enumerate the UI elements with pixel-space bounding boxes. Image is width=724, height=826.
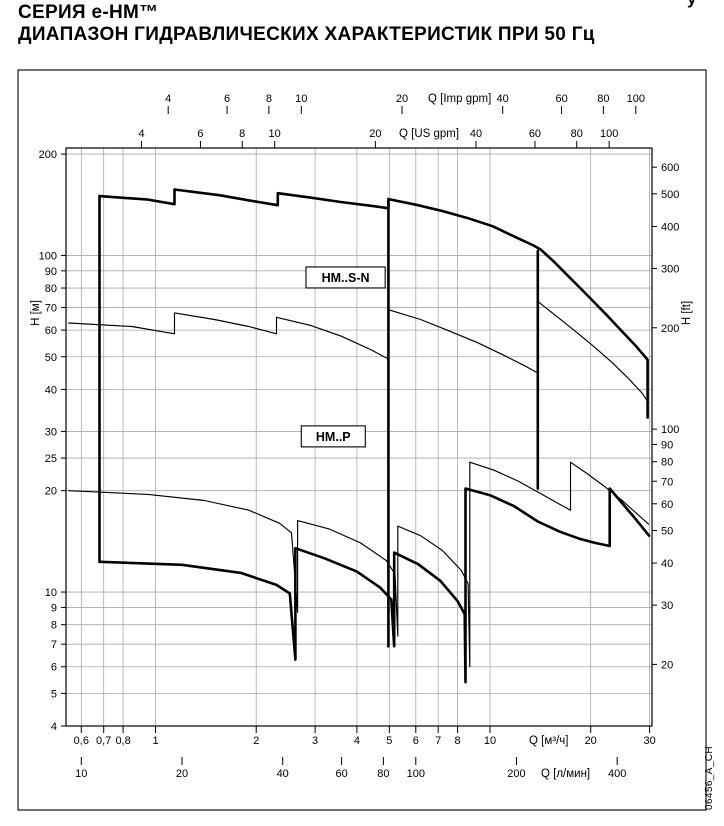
curve-sn-mid-envelope bbox=[68, 312, 389, 360]
m3h-axis-tick-label: 2 bbox=[253, 735, 259, 747]
m3h-axis-tick-label: 3 bbox=[312, 735, 318, 747]
left-axis-tick-label: 7 bbox=[51, 639, 57, 651]
left-axis-tick-label: 20 bbox=[45, 486, 57, 498]
m3h-axis-tick-label: 10 bbox=[484, 735, 496, 747]
right-axis-tick-label: 90 bbox=[661, 440, 673, 452]
usgpm-axis-tick-label: 4 bbox=[138, 128, 144, 140]
series-label-box bbox=[305, 266, 386, 289]
title-subtitle-line: ДИАПАЗОН ГИДРАВЛИЧЕСКИХ ХАРАКТЕРИСТИК ПР… bbox=[18, 24, 595, 45]
usgpm-axis-tick-label: 40 bbox=[470, 128, 482, 140]
right-axis-tick-label: 100 bbox=[661, 424, 679, 436]
impgpm-axis-tick-label: 80 bbox=[597, 93, 609, 105]
left-axis-tick-label: 8 bbox=[51, 620, 57, 632]
right-axis-tick-label: 300 bbox=[661, 264, 679, 276]
m3h-axis-tick-label: 5 bbox=[386, 735, 392, 747]
right-axis-tick-label: 200 bbox=[661, 323, 679, 335]
usgpm-axis-tick-label: 10 bbox=[269, 128, 281, 140]
lmin-axis-tick-label: 100 bbox=[407, 768, 425, 780]
usgpm-axis-tick-label: 80 bbox=[571, 128, 583, 140]
usgpm-axis-tick-label: 20 bbox=[369, 128, 381, 140]
m3h-axis-tick-label: 0,6 bbox=[74, 735, 89, 747]
left-axis-tick-label: 6 bbox=[51, 662, 57, 674]
curve-range-bottom-envelope bbox=[98, 487, 651, 684]
drawing-code: 06456_A_CH bbox=[704, 745, 715, 810]
right-axis-tick-label: 50 bbox=[661, 525, 673, 537]
lmin-axis-tick-label: 40 bbox=[277, 768, 289, 780]
m3h-axis-tick-label: 7 bbox=[435, 735, 441, 747]
curve-p-envelope bbox=[68, 461, 650, 668]
right-axis-tick-label: 500 bbox=[661, 189, 679, 201]
left-axis-tick-label: 4 bbox=[51, 721, 57, 733]
lmin-axis-tick-label: 400 bbox=[608, 768, 626, 780]
left-axis-tick-label: 90 bbox=[45, 266, 57, 278]
impgpm-axis-tick-label: 4 bbox=[165, 93, 171, 105]
plot-border bbox=[65, 147, 653, 727]
right-axis-tick-label: 60 bbox=[661, 499, 673, 511]
right-axis-tick-label: 80 bbox=[661, 457, 673, 469]
left-axis-title: H [м] bbox=[30, 300, 42, 326]
impgpm-axis-tick-label: 6 bbox=[224, 93, 230, 105]
lmin-axis-tick-label: 20 bbox=[176, 768, 188, 780]
impgpm-axis-tick-label: 10 bbox=[295, 93, 307, 105]
left-axis-tick-label: 60 bbox=[45, 325, 57, 337]
m3h-axis-tick-label: 8 bbox=[455, 735, 461, 747]
right-axis-title: H [ft] bbox=[681, 301, 693, 325]
curve-sn-mid-envelope-3 bbox=[537, 300, 650, 404]
document-title: СЕРИЯ e-HM™ ДИАПАЗОН ГИДРАВЛИЧЕСКИХ ХАРА… bbox=[18, 2, 595, 46]
m3h-axis-tick-label: 4 bbox=[354, 735, 360, 747]
m3h-axis-tick-label: 0,7 bbox=[96, 735, 111, 747]
right-axis-tick-label: 600 bbox=[661, 162, 679, 174]
impgpm-axis-tick-label: 20 bbox=[396, 93, 408, 105]
left-axis-tick-label: 10 bbox=[45, 587, 57, 599]
usgpm-axis-title: Q [US gpm] bbox=[399, 128, 459, 140]
lmin-axis-tick-label: 10 bbox=[75, 768, 87, 780]
impgpm-axis-tick-label: 40 bbox=[497, 93, 509, 105]
right-axis-tick-label: 30 bbox=[661, 600, 673, 612]
impgpm-axis-tick-label: 60 bbox=[555, 93, 567, 105]
m3h-axis-tick-label: 20 bbox=[585, 735, 597, 747]
series-label-box bbox=[300, 425, 366, 448]
title-series-line: СЕРИЯ e-HM™ bbox=[18, 2, 159, 23]
m3h-axis-tick-label: 30 bbox=[643, 735, 655, 747]
right-axis-tick-label: 20 bbox=[661, 659, 673, 671]
left-axis-tick-label: 25 bbox=[45, 453, 57, 465]
lmin-axis-tick-label: 80 bbox=[377, 768, 389, 780]
lmin-axis-tick-label: 200 bbox=[507, 768, 525, 780]
impgpm-axis-tick-label: 100 bbox=[627, 93, 645, 105]
m3h-axis-tick-label: 0,8 bbox=[115, 735, 130, 747]
m3h-axis-tick-label: 1 bbox=[152, 735, 158, 747]
usgpm-axis-tick-label: 60 bbox=[529, 128, 541, 140]
usgpm-axis-tick-label: 6 bbox=[197, 128, 203, 140]
curve-range-top-envelope bbox=[98, 188, 649, 419]
series-label-text: HM..P bbox=[316, 430, 351, 444]
left-axis-tick-label: 40 bbox=[45, 384, 57, 396]
m3h-axis-tick-label: 6 bbox=[413, 735, 419, 747]
right-axis-tick-label: 40 bbox=[661, 558, 673, 570]
left-axis-tick-label: 70 bbox=[45, 303, 57, 315]
right-axis-tick-label: 70 bbox=[661, 476, 673, 488]
series-label-text: HM..S-N bbox=[322, 271, 370, 285]
curve-sn-mid-envelope-2 bbox=[387, 309, 538, 374]
left-axis-tick-label: 80 bbox=[45, 283, 57, 295]
left-axis-tick-label: 200 bbox=[39, 149, 57, 161]
lmin-axis-tick-label: 60 bbox=[335, 768, 347, 780]
left-axis-tick-label: 50 bbox=[45, 352, 57, 364]
impgpm-axis-title: Q [Imp gpm] bbox=[428, 93, 491, 105]
left-axis-tick-label: 100 bbox=[39, 250, 57, 262]
lmin-axis-title: Q [л/мин] bbox=[541, 768, 590, 780]
left-axis-tick-label: 5 bbox=[51, 688, 57, 700]
m3h-axis-title: Q [м³/ч] bbox=[529, 735, 568, 747]
cropped-text-fragment: у bbox=[687, 0, 696, 9]
usgpm-axis-tick-label: 8 bbox=[239, 128, 245, 140]
left-axis-tick-label: 30 bbox=[45, 426, 57, 438]
impgpm-axis-tick-label: 8 bbox=[266, 93, 272, 105]
chart-frame bbox=[17, 69, 707, 811]
left-axis-tick-label: 9 bbox=[51, 602, 57, 614]
right-axis-tick-label: 400 bbox=[661, 221, 679, 233]
usgpm-axis-tick-label: 100 bbox=[600, 128, 618, 140]
